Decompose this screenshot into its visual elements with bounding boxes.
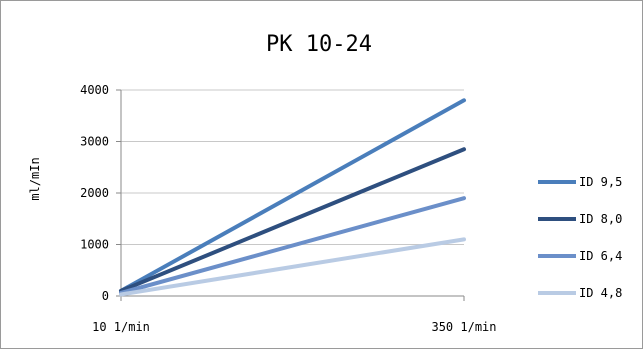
y-tick-label: 1000 — [80, 238, 109, 252]
series-line — [119, 98, 466, 293]
y-tick-label: 2000 — [80, 186, 109, 200]
legend-label: ID 8,0 — [579, 212, 622, 226]
y-axis-title: ml/mIn — [28, 157, 42, 200]
y-tick-label: 3000 — [80, 135, 109, 149]
legend: ID 9,5 ID 8,0 ID 6,4 ID 4,8 — [538, 175, 622, 300]
chart-title: PK 10-24 — [266, 32, 372, 57]
legend-label: ID 9,5 — [579, 175, 622, 189]
series-line — [119, 196, 466, 295]
x-tick-label: 10 1/min — [92, 320, 150, 334]
tick-labels: 0 1000 2000 3000 4000 10 1/min 350 1/min — [80, 83, 496, 334]
y-tick-label: 4000 — [80, 83, 109, 97]
legend-label: ID 6,4 — [579, 249, 622, 263]
axes — [116, 89, 465, 301]
y-tick-label: 0 — [102, 289, 109, 303]
series-lines — [119, 98, 466, 297]
series-line — [119, 147, 466, 293]
series-line — [119, 237, 466, 297]
legend-label: ID 4,8 — [579, 286, 622, 300]
x-tick-label: 350 1/min — [431, 320, 496, 334]
